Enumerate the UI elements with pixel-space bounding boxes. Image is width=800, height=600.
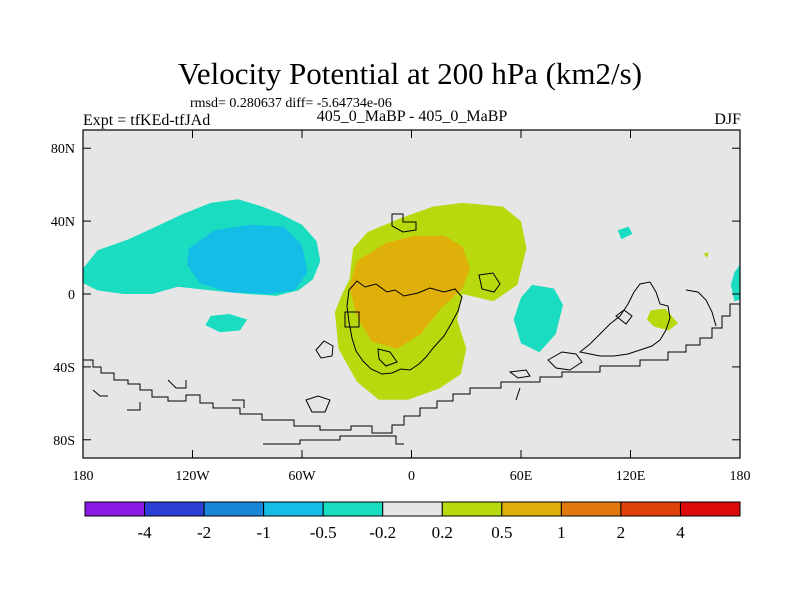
x-tick-label: 60E	[510, 469, 533, 484]
colorbar-swatch	[501, 501, 562, 517]
coastline-outline	[83, 213, 740, 445]
colorbar-swatch	[84, 501, 146, 517]
colorbar-label: -0.2	[369, 523, 396, 542]
colorbar-swatch	[620, 501, 681, 517]
y-tick-label: 80N	[51, 142, 75, 157]
colorbar-label: -0.5	[310, 523, 337, 542]
center-label: 405_0_MaBP - 405_0_MaBP	[317, 108, 508, 125]
colorbar-label: 2	[617, 523, 626, 542]
y-tick-label: 40S	[53, 361, 75, 376]
x-tick-label: 180	[73, 469, 94, 484]
colorbar: -4 -2 -1 -0.5 -0.2 0.2 0.5 1 2 4	[84, 501, 741, 542]
contour-region-3	[187, 224, 308, 294]
colorbar-label: -1	[257, 523, 271, 542]
colorbar-swatch	[144, 501, 205, 517]
right-label: DJF	[714, 111, 741, 128]
colorbar-swatch	[322, 501, 384, 517]
contour-region-4	[513, 284, 563, 353]
contour-region-2	[205, 314, 248, 333]
y-axis: 80N 40N 0 40S 80S	[51, 142, 740, 449]
colorbar-label: 1	[557, 523, 566, 542]
contour-region-6	[730, 264, 740, 302]
colorbar-label: -2	[197, 523, 211, 542]
left-label: Expt = tfKEd-tfJAd	[83, 112, 210, 129]
colorbar-label: 0.2	[432, 523, 453, 542]
contour-region-8	[646, 308, 678, 331]
colorbar-label: 4	[676, 523, 685, 542]
x-tick-label: 180	[730, 469, 751, 484]
colorbar-swatch	[382, 501, 443, 517]
colorbar-swatch	[679, 501, 741, 517]
contour-region-10	[349, 235, 470, 349]
x-axis: 180 120W 60W 0 60E 120E 180	[73, 130, 751, 484]
chart-title: Velocity Potential at 200 hPa (km2/s)	[178, 56, 642, 91]
y-tick-label: 40N	[51, 215, 75, 230]
x-tick-label: 120W	[175, 469, 210, 484]
colorbar-label: -4	[137, 523, 152, 542]
contour-region-5	[617, 226, 633, 240]
stats-label: rmsd= 0.280637 diff= -5.64734e-06	[190, 96, 392, 111]
x-tick-label: 120E	[616, 469, 646, 484]
y-tick-label: 80S	[53, 434, 75, 449]
colorbar-swatch	[263, 501, 324, 517]
colorbar-label: 0.5	[491, 523, 512, 542]
contour-region-9	[703, 252, 709, 258]
colorbar-swatch	[203, 501, 265, 517]
colorbar-swatch	[560, 501, 622, 517]
x-tick-label: 0	[408, 469, 415, 484]
y-tick-label: 0	[68, 288, 75, 303]
x-tick-label: 60W	[288, 469, 316, 484]
colorbar-swatch	[441, 501, 503, 517]
map-frame	[82, 129, 741, 459]
